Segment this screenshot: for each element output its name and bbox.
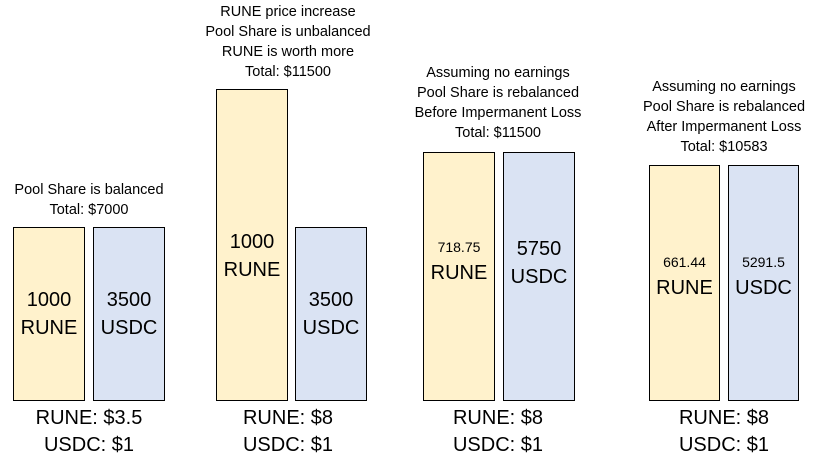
rune-price: RUNE: $8 [678, 407, 770, 429]
usdc-token: USDC [510, 266, 568, 288]
caption-line: RUNE is worth more [221, 44, 355, 60]
usdc-bar: 3500 USDC [295, 227, 367, 401]
scenario-after-impermanent-loss: Assuming no earnings Pool Share is rebal… [636, 0, 812, 458]
rune-bar: 1000 RUNE [216, 89, 288, 401]
usdc-amount: 5291.5 [742, 254, 785, 270]
usdc-token: USDC [100, 317, 158, 339]
scenario-caption: Assuming no earnings Pool Share is rebal… [412, 63, 584, 143]
rune-token: RUNE [20, 317, 78, 339]
rune-token: RUNE [223, 259, 281, 281]
caption-line: Pool Share is unbalanced [205, 24, 371, 40]
rune-amount: 718.75 [437, 239, 481, 255]
rune-bar: 661.44 RUNE [649, 165, 720, 401]
usdc-price: USDC: $1 [678, 434, 770, 456]
caption-line: Total: $7000 [49, 202, 129, 218]
caption-line: Before Impermanent Loss [414, 105, 582, 121]
usdc-price: USDC: $1 [242, 434, 334, 456]
caption-line: Total: $10583 [680, 139, 768, 155]
rune-amount: 1000 [229, 231, 275, 253]
usdc-bar: 3500 USDC [93, 227, 165, 401]
caption-line: Assuming no earnings [426, 65, 570, 81]
caption-line: RUNE price increase [220, 4, 356, 20]
scenario-caption: Assuming no earnings Pool Share is rebal… [636, 77, 812, 157]
rune-bar: 718.75 RUNE [423, 152, 495, 401]
rune-token: RUNE [430, 262, 488, 284]
rune-token: RUNE [656, 277, 713, 299]
usdc-amount: 3500 [106, 289, 152, 311]
usdc-price: USDC: $1 [452, 434, 544, 456]
caption-line: Assuming no earnings [652, 79, 796, 95]
rune-bar: 1000 RUNE [13, 227, 85, 401]
rune-price: RUNE: $8 [242, 407, 334, 429]
scenario-before-impermanent-loss: Assuming no earnings Pool Share is rebal… [412, 0, 584, 458]
rune-amount: 661.44 [663, 254, 706, 270]
usdc-bar: 5750 USDC [503, 152, 575, 401]
scenario-caption: Pool Share is balanced Total: $7000 [8, 180, 170, 220]
usdc-token: USDC [302, 317, 360, 339]
scenario-caption: RUNE price increase Pool Share is unbala… [203, 2, 373, 82]
rune-amount: 1000 [26, 289, 72, 311]
usdc-amount: 5750 [516, 238, 562, 260]
usdc-bar: 5291.5 USDC [728, 165, 799, 401]
caption-line: Total: $11500 [455, 125, 541, 141]
caption-line: Total: $11500 [245, 64, 331, 80]
usdc-token: USDC [735, 277, 792, 299]
caption-line: After Impermanent Loss [646, 119, 802, 135]
scenario-balanced: Pool Share is balanced Total: $7000 1000… [8, 0, 170, 458]
caption-line: Pool Share is rebalanced [642, 99, 806, 115]
caption-line: Pool Share is balanced [14, 182, 164, 198]
rune-price: RUNE: $8 [452, 407, 544, 429]
rune-price: RUNE: $3.5 [35, 407, 143, 429]
scenario-price-increase: RUNE price increase Pool Share is unbala… [203, 0, 373, 458]
usdc-price: USDC: $1 [43, 434, 135, 456]
caption-line: Pool Share is rebalanced [416, 85, 580, 101]
usdc-amount: 3500 [308, 289, 354, 311]
